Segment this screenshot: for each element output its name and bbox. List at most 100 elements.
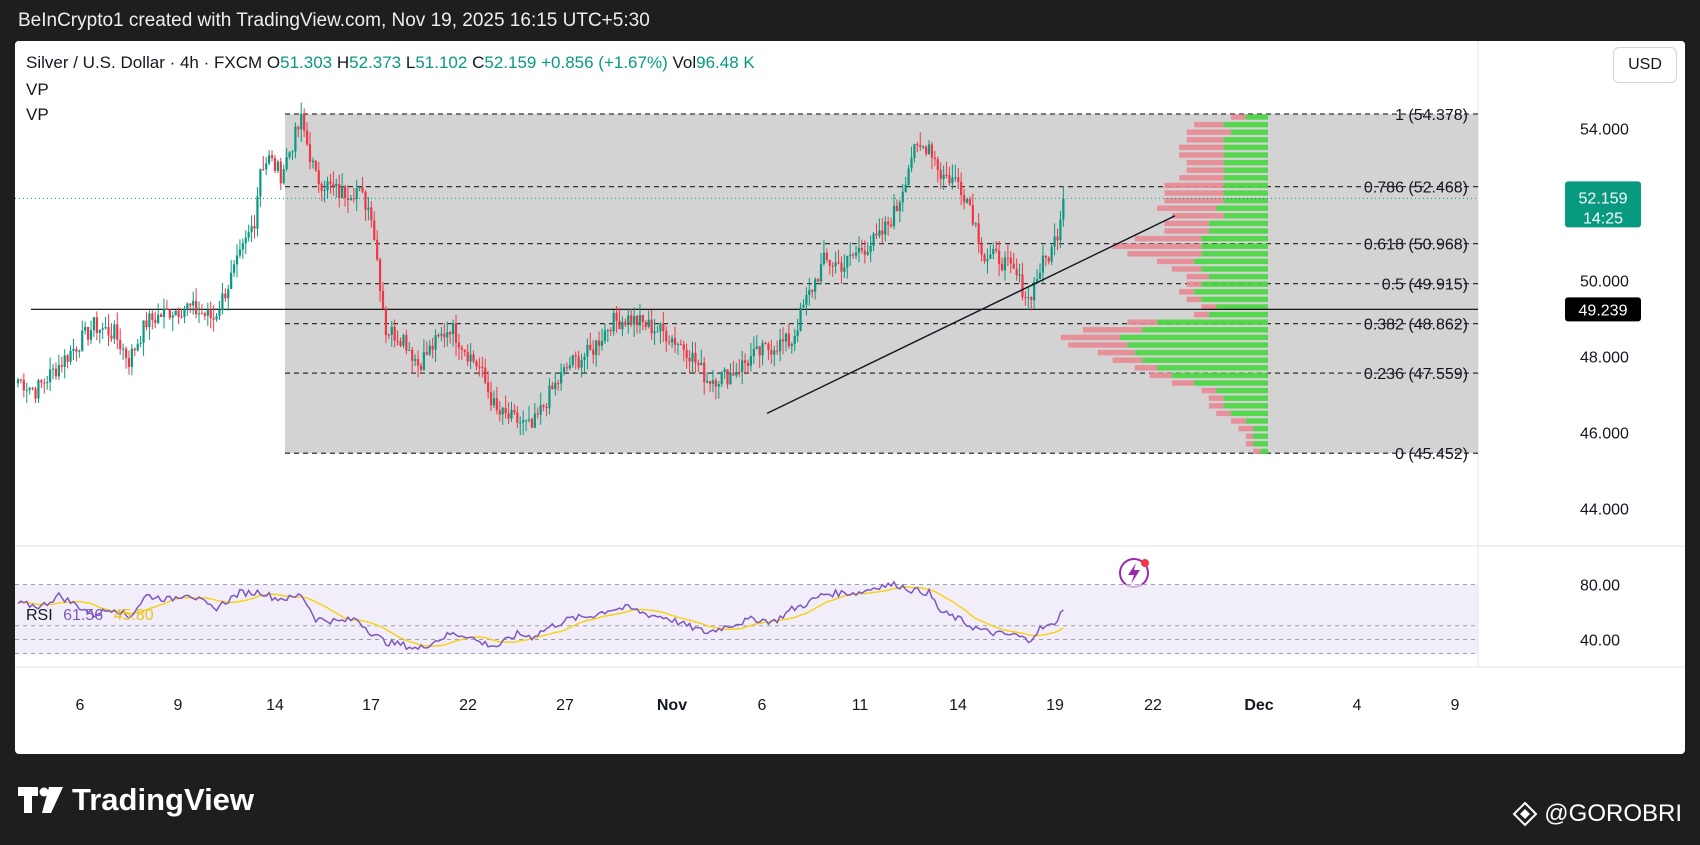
lightning-icon[interactable] [1119,558,1149,588]
tradingview-logo[interactable]: TradingView [18,778,254,822]
candle-body [209,309,212,319]
candle-body [46,382,49,384]
candle-body [270,155,274,159]
candle-body [854,252,858,256]
candle-body [653,331,656,334]
price-chart[interactable]: 1 (54.378) 0.786 (52.468) 0.618 (50.968) 0.… [15,41,1685,754]
vp-up-bar [1223,159,1268,166]
candle-body [495,398,498,411]
rsi-ma-value: 45.80 [113,607,154,624]
candle-body [95,317,98,333]
candle-body [314,160,317,171]
candle-body [779,339,782,352]
candle-body [624,321,627,326]
candle-body [606,330,609,332]
candle-body [586,344,589,357]
candle-body [133,348,136,351]
candle-body [104,327,107,329]
vp-down-bar [1164,220,1209,227]
vp-down-bar [1186,296,1202,303]
candle-body [980,243,983,255]
candle-body [431,345,434,350]
chart-panel[interactable]: 1 (54.378) 0.786 (52.468) 0.618 (50.968) 0.… [15,41,1685,754]
candle-body [904,184,907,192]
candle-body [244,237,247,244]
candle-body [212,318,215,320]
candle-body [600,340,604,346]
candle-body [840,262,843,272]
candle-body [998,250,1001,264]
candle-body [708,381,712,384]
candle-body [837,262,840,264]
vp-up-bar [1216,387,1268,394]
candle-body [326,181,329,191]
candle-body [300,113,303,130]
candle-body [673,338,677,345]
vp-up-bar [1223,395,1268,401]
candle-body [405,335,408,351]
candle-body [1050,246,1053,262]
rsi-label[interactable]: RSI [26,607,53,624]
candle-body [54,368,58,377]
time-axis-tick: 9 [174,697,183,714]
candle-body [78,350,81,352]
candle-body [641,314,644,322]
candle-body [752,349,755,357]
tradingview-logo-text: TradingView [72,782,255,817]
candle-body [527,419,531,421]
vp-up-bar [1201,281,1268,287]
candle-body [162,308,166,317]
candle-body [86,326,90,340]
candle-body [451,323,455,335]
rsi-legend: RSI 61.56 45.80 [26,607,154,625]
candle-body [939,170,942,179]
time-axis-tick: 6 [758,697,767,714]
ohlc-legend: Silver / U.S. Dollar · 4h · FXCM O51.303… [26,53,755,73]
vp-down-bar [1245,433,1254,439]
candle-body [971,205,974,225]
candle-body [262,169,265,171]
candle-body [472,354,475,362]
vp-indicator-label-1[interactable]: VP [26,80,49,99]
candle-body [735,372,738,376]
candle-body [22,379,25,391]
candle-body [557,382,560,384]
candle-body [808,290,811,295]
candle-body [1059,219,1062,241]
candle-body [954,177,957,179]
vp-down-bar [1238,425,1254,432]
candle-body [323,190,326,192]
candle-body [720,372,723,385]
candle-body [814,279,817,292]
candle-body [755,346,758,350]
candle-body [519,422,522,424]
vp-up-bar [1120,334,1268,341]
candle-body [507,413,510,419]
vp-up-bar [1157,319,1268,325]
close-value: 52.159 [484,53,537,72]
candle-body [238,249,242,256]
candle-body [443,333,446,338]
candle-body [960,181,963,196]
chart-header-title: BeInCrypto1 created with TradingView.com… [18,10,650,31]
candle-body [1000,263,1004,271]
time-axis-tick: 9 [1451,697,1460,714]
last-price-badge [1565,181,1641,228]
candle-body [565,367,569,369]
vp-up-bar [1134,349,1268,356]
candle-body [974,223,977,225]
candle-body [504,407,507,414]
vp-indicator-label-2[interactable]: VP [26,105,49,124]
candle-body [983,254,986,262]
candle-body [247,232,250,238]
currency-button[interactable]: USD [1613,47,1677,83]
candle-body [475,361,478,367]
fib-level-label: 0.236 (47.559) [1364,366,1468,383]
candle-body [919,145,922,148]
symbol-label[interactable]: Silver / U.S. Dollar · 4h · FXCM [26,53,263,72]
candle-body [869,245,872,252]
candle-body [256,196,259,229]
candle-body [738,372,741,374]
candle-body [513,409,516,413]
candle-body [901,191,904,203]
